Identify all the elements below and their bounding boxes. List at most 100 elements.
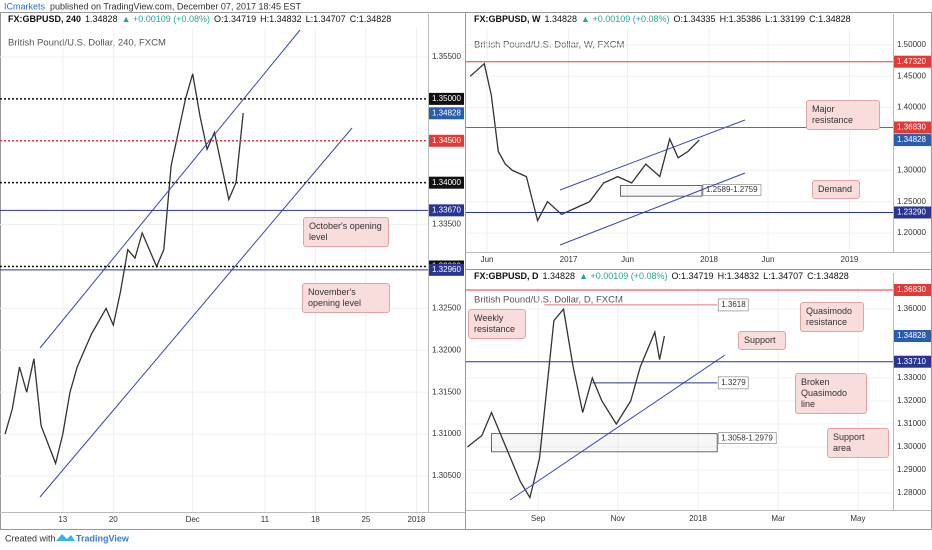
- header-change: ▲ +0.00109 (+0.08%): [581, 14, 669, 24]
- y-tick-label: 1.31000: [432, 429, 461, 438]
- x-tick-label: 18: [311, 515, 320, 524]
- y-tick-label: 1.32500: [432, 303, 461, 312]
- y-tick-label: 1.36000: [897, 304, 926, 313]
- header-high: H:1.34832: [718, 271, 760, 281]
- callout: October's opening level: [303, 217, 389, 247]
- x-tick-label: Mar: [771, 514, 785, 523]
- y-tick-label: 1.20000: [897, 228, 926, 237]
- header-change: ▲ +0.00109 (+0.08%): [579, 271, 667, 281]
- price-tag-label: 1.35000: [432, 94, 461, 103]
- header-low: L:1.33199: [765, 14, 805, 24]
- price-tag: [894, 330, 931, 343]
- callout: Support area: [827, 428, 889, 458]
- callout: Weekly resistance: [468, 309, 526, 339]
- zone: [620, 185, 703, 197]
- x-tick-label: Jun: [621, 255, 634, 264]
- callout: November's opening level: [302, 283, 390, 313]
- price-tag: [894, 121, 931, 134]
- price-tag-label: 1.23290: [897, 208, 926, 217]
- x-tick-label: 2019: [841, 255, 859, 264]
- price-tag-label: 1.34500: [432, 136, 461, 145]
- x-tick-label: Jun: [481, 255, 494, 264]
- zone-label-box: [717, 432, 777, 444]
- callout: Demand: [812, 180, 860, 199]
- y-tick-label: 1.30500: [432, 471, 461, 480]
- callout: Quasimodo resistance: [800, 302, 864, 332]
- price-tag: [429, 92, 464, 105]
- callout: Major resistance: [806, 100, 880, 130]
- price-tag: [429, 176, 464, 189]
- price-line: [469, 62, 700, 223]
- level-label: 1.3618: [721, 300, 746, 309]
- x-tick-label: Dec: [186, 515, 200, 524]
- callout: Support: [738, 331, 786, 350]
- price-tag: [429, 107, 464, 120]
- zone-label: 1.3058-1.2979: [721, 433, 773, 442]
- price-tag-label: 1.36830: [897, 123, 926, 132]
- y-tick-label: 1.33500: [432, 220, 461, 229]
- y-tick-label: 1.45000: [897, 71, 926, 80]
- price-tag: [429, 134, 464, 147]
- chart-title: British Pound/U.S. Dollar, D, FXCM: [474, 295, 623, 306]
- x-tick-label: 20: [109, 515, 118, 524]
- header-last: 1.34828: [545, 14, 578, 24]
- price-tag-label: 1.34828: [897, 135, 926, 144]
- header-change: ▲ +0.00109 (+0.08%): [122, 14, 210, 24]
- header-last: 1.34828: [85, 14, 118, 24]
- price-tag-label: 1.47320: [897, 57, 926, 66]
- price-tag: [894, 283, 931, 296]
- y-tick-label: 1.32000: [897, 396, 926, 405]
- header-low: L:1.34707: [306, 14, 346, 24]
- trendline: [559, 172, 746, 246]
- x-tick-label: 11: [261, 515, 270, 524]
- chart-header: FX:GBPUSD, W 1.34828 ▲ +0.00109 (+0.08%) O:…: [474, 14, 851, 24]
- header-symbol: FX:GBPUSD, W: [474, 14, 541, 24]
- header-symbol: FX:GBPUSD, 240: [8, 14, 81, 24]
- x-tick-label: 2018: [408, 515, 426, 524]
- y-tick-label: 1.31000: [897, 419, 926, 428]
- price-tag: [429, 263, 464, 276]
- footer-brand[interactable]: TradingView: [76, 533, 130, 543]
- y-tick-label: 1.25000: [897, 197, 926, 206]
- y-tick-label: 1.35500: [432, 52, 461, 61]
- header-high: H:1.34832: [260, 14, 302, 24]
- x-tick-label: Jun: [762, 255, 775, 264]
- y-tick-label: 1.33000: [897, 373, 926, 382]
- header-high: H:1.35386: [720, 14, 762, 24]
- x-tick-label: Sep: [531, 514, 546, 523]
- header-close: C:1.34828: [350, 14, 392, 24]
- price-tag-label: 1.36830: [897, 285, 926, 294]
- chart-title: British Pound/U.S. Dollar, 240, FXCM: [8, 38, 166, 49]
- trendline: [39, 29, 301, 349]
- x-tick-label: May: [850, 514, 865, 523]
- published: published on TradingView.com, December 0…: [50, 1, 301, 11]
- price-tag-label: 1.33670: [432, 205, 461, 214]
- x-tick-label: 2017: [560, 255, 578, 264]
- chart-header: FX:GBPUSD, D 1.34828 ▲ +0.00109 (+0.08%) O:…: [474, 271, 849, 281]
- header-open: O:1.34335: [674, 14, 716, 24]
- level-label: 1.3279: [721, 378, 746, 387]
- header-close: C:1.34828: [809, 14, 851, 24]
- price-tag-label: 1.34828: [897, 331, 926, 340]
- y-tick-label: 1.40000: [897, 103, 926, 112]
- level-label-box: [717, 376, 749, 390]
- header-low: L:1.34707: [763, 271, 803, 281]
- x-tick-label: 25: [361, 515, 370, 524]
- x-tick-label: 13: [58, 515, 67, 524]
- price-tag-label: 1.34000: [432, 178, 461, 187]
- tv-logo: [56, 534, 75, 541]
- trendline: [39, 127, 353, 498]
- level-label-box: [717, 298, 749, 312]
- header-open: O:1.34719: [672, 271, 714, 281]
- x-tick-label: Nov: [611, 514, 625, 523]
- header-symbol: FX:GBPUSD, D: [474, 271, 539, 281]
- price-line: [466, 307, 666, 500]
- y-tick-label: 1.30000: [897, 165, 926, 174]
- header-open: O:1.34719: [214, 14, 256, 24]
- price-tag: [894, 134, 931, 147]
- publisher[interactable]: ICmarkets: [4, 1, 46, 11]
- zone-label-box: [702, 184, 762, 196]
- price-tag-label: 1.32960: [432, 265, 461, 274]
